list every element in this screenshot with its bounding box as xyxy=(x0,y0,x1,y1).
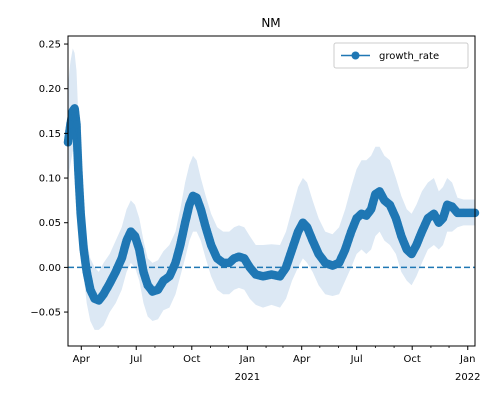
data-point xyxy=(122,236,131,245)
axes-layer: −0.05 0.00 0.05 0.10 0.15 0.20 0.25 Apr Jul Oct Ja… xyxy=(30,35,480,383)
x-tick-label: Jan xyxy=(459,354,475,365)
data-point xyxy=(94,296,103,305)
y-tick-label: −0.05 xyxy=(30,308,61,319)
data-point xyxy=(453,208,462,217)
x-tick-label: Apr xyxy=(73,354,91,365)
data-point xyxy=(362,211,371,220)
data-point xyxy=(154,285,162,294)
x-tick-label: Jul xyxy=(129,354,142,365)
y-tick-label: 0.00 xyxy=(39,263,61,274)
data-point xyxy=(181,218,190,227)
data-point xyxy=(314,250,323,258)
data-point xyxy=(347,227,356,236)
data-point xyxy=(159,276,168,285)
data-point xyxy=(375,187,384,196)
y-tick-label: 0.20 xyxy=(39,84,61,95)
data-point xyxy=(417,227,426,236)
data-point xyxy=(391,214,400,223)
data-point xyxy=(165,272,174,281)
data-point xyxy=(74,165,83,174)
data-point xyxy=(219,258,228,267)
data-point xyxy=(294,227,303,236)
data-point xyxy=(439,214,447,223)
data-point xyxy=(117,254,126,263)
data-point xyxy=(105,279,114,288)
data-point xyxy=(397,232,406,241)
data-point xyxy=(99,290,108,299)
data-point xyxy=(308,236,317,245)
data-point xyxy=(79,245,88,254)
data-point xyxy=(131,232,139,241)
data-point xyxy=(213,254,222,263)
data-point xyxy=(70,104,79,113)
confidence-band-layer xyxy=(68,48,475,330)
x-tick-label: Oct xyxy=(404,354,421,365)
x-tick-label: Jan xyxy=(239,354,255,365)
data-point xyxy=(380,196,389,205)
data-point xyxy=(139,267,148,276)
data-point xyxy=(385,200,394,209)
data-point xyxy=(251,270,260,279)
data-point xyxy=(367,205,376,214)
data-point xyxy=(82,267,91,276)
legend-marker-swatch xyxy=(351,51,360,60)
confidence-band xyxy=(68,48,475,330)
chart-title: NM xyxy=(261,16,280,30)
data-point xyxy=(303,223,312,232)
data-point xyxy=(201,223,210,232)
data-point xyxy=(429,209,438,218)
data-point xyxy=(459,208,468,217)
x-tick-year-label: 2022 xyxy=(455,372,480,383)
data-point xyxy=(341,245,350,254)
data-point xyxy=(335,258,344,267)
y-tick-label: 0.10 xyxy=(39,174,61,185)
data-point xyxy=(407,250,416,258)
data-point xyxy=(111,267,120,276)
data-point xyxy=(282,263,290,272)
data-point xyxy=(276,272,284,281)
x-tick-label: Jul xyxy=(350,354,363,365)
x-tick-label: Oct xyxy=(183,354,200,365)
data-point xyxy=(185,200,194,209)
data-point xyxy=(412,241,421,249)
data-point xyxy=(143,281,152,290)
legend-entry-growth-rate: growth_rate xyxy=(379,51,439,62)
data-point xyxy=(176,241,185,249)
legend: growth_rate xyxy=(333,42,469,69)
data-point xyxy=(76,209,85,218)
data-point xyxy=(267,270,276,279)
data-point xyxy=(72,120,81,129)
data-point xyxy=(259,272,267,281)
data-point xyxy=(86,285,95,294)
y-tick-label: 0.05 xyxy=(39,218,61,229)
axes-frame xyxy=(67,35,476,347)
x-tick-label: Apr xyxy=(293,354,311,365)
data-point xyxy=(207,241,216,249)
data-point xyxy=(423,214,432,223)
data-point xyxy=(448,202,457,211)
series-layer xyxy=(63,104,480,305)
data-point xyxy=(135,245,144,254)
data-point xyxy=(192,193,201,202)
data-point xyxy=(321,258,330,267)
data-point xyxy=(328,261,337,270)
legend-frame xyxy=(333,42,469,69)
data-point xyxy=(171,258,180,267)
y-tick-label: 0.15 xyxy=(39,129,61,140)
data-point xyxy=(245,263,254,272)
data-point xyxy=(196,205,205,214)
data-point xyxy=(240,254,249,263)
x-tick-year-label: 2021 xyxy=(235,372,260,383)
y-tick-label: 0.25 xyxy=(39,40,61,51)
data-point xyxy=(288,245,296,254)
